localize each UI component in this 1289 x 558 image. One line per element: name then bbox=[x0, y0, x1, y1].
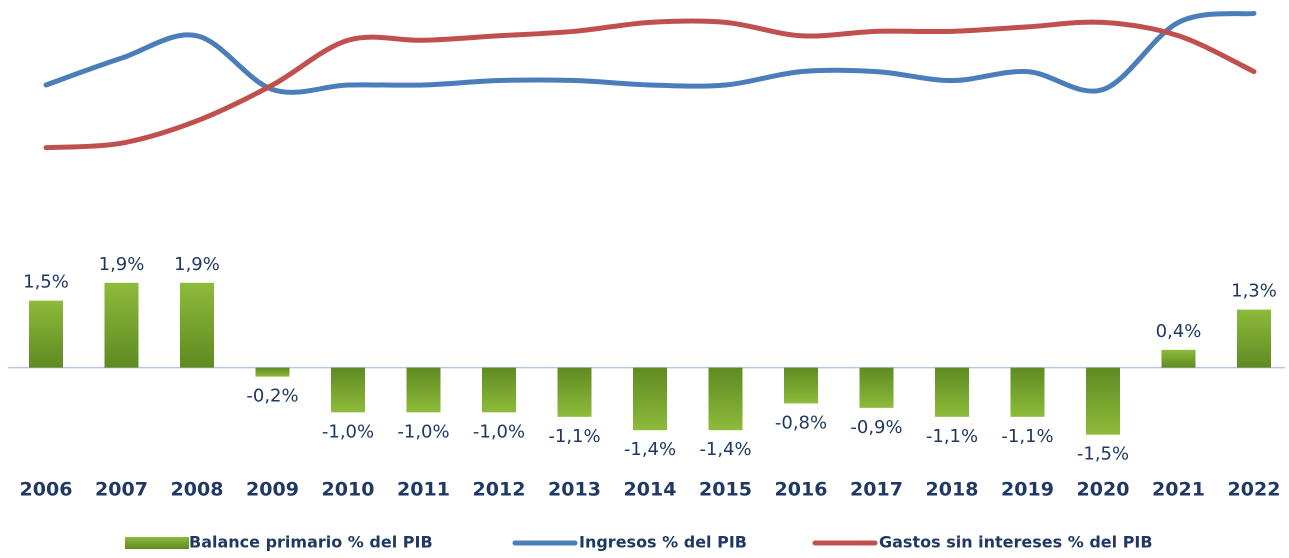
data-label: 1,3% bbox=[1231, 281, 1277, 302]
x-tick-label: 2016 bbox=[775, 479, 828, 501]
x-tick-label: 2010 bbox=[322, 479, 375, 501]
bar bbox=[708, 367, 743, 431]
bar bbox=[1086, 367, 1120, 435]
data-label: -1,4% bbox=[699, 439, 751, 460]
bar bbox=[859, 367, 894, 408]
line bbox=[43, 18, 1257, 151]
legend-label: Ingresos % del PIB bbox=[579, 533, 747, 552]
bar bbox=[104, 282, 139, 368]
x-tick-label: 2007 bbox=[95, 479, 148, 501]
x-tick-label: 2020 bbox=[1077, 479, 1130, 501]
line bbox=[43, 10, 1257, 95]
bar bbox=[331, 367, 365, 413]
bar bbox=[482, 367, 516, 413]
bar bbox=[557, 367, 592, 417]
data-label: -1,1% bbox=[1001, 426, 1053, 447]
x-tick-label: 2009 bbox=[246, 479, 299, 501]
x-tick-label: 2013 bbox=[548, 479, 601, 501]
x-tick-label: 2012 bbox=[473, 479, 526, 501]
x-tick-label: 2017 bbox=[850, 479, 903, 501]
x-tick-label: 2022 bbox=[1228, 479, 1281, 501]
x-tick-label: 2011 bbox=[397, 479, 450, 501]
x-tick-label: 2018 bbox=[926, 479, 979, 501]
x-tick-label: 2019 bbox=[1001, 479, 1054, 501]
data-label: 1,9% bbox=[99, 254, 145, 275]
legend-label: Gastos sin intereses % del PIB bbox=[879, 533, 1153, 552]
data-label: 1,5% bbox=[23, 272, 69, 293]
bar bbox=[255, 367, 290, 377]
bar bbox=[1010, 367, 1045, 417]
data-label: 1,9% bbox=[174, 254, 220, 275]
legend-label: Balance primario % del PIB bbox=[189, 533, 433, 552]
bar bbox=[1237, 309, 1271, 368]
bar bbox=[406, 367, 441, 413]
x-tick-label: 2008 bbox=[171, 479, 224, 501]
x-tick-label: 2021 bbox=[1152, 479, 1205, 501]
data-label: 0,4% bbox=[1156, 321, 1202, 342]
bar bbox=[180, 282, 214, 368]
x-tick-label: 2015 bbox=[699, 479, 752, 501]
data-label: -1,5% bbox=[1077, 444, 1129, 465]
data-label: -1,1% bbox=[548, 426, 600, 447]
data-label: -0,8% bbox=[775, 412, 827, 433]
data-label: -1,0% bbox=[322, 421, 374, 442]
x-tick-label: 2006 bbox=[20, 479, 73, 501]
data-label: -1,1% bbox=[926, 426, 978, 447]
bar bbox=[633, 367, 667, 431]
bar bbox=[29, 300, 63, 368]
data-label: -0,9% bbox=[850, 417, 902, 438]
bar bbox=[935, 367, 969, 417]
data-label: -1,0% bbox=[473, 421, 525, 442]
legend-swatch bbox=[125, 537, 189, 549]
data-label: -1,4% bbox=[624, 439, 676, 460]
data-label: -0,2% bbox=[246, 386, 298, 407]
data-label: -1,0% bbox=[397, 421, 449, 442]
bar bbox=[784, 367, 818, 404]
bar bbox=[1161, 349, 1196, 368]
x-tick-label: 2014 bbox=[624, 479, 677, 501]
